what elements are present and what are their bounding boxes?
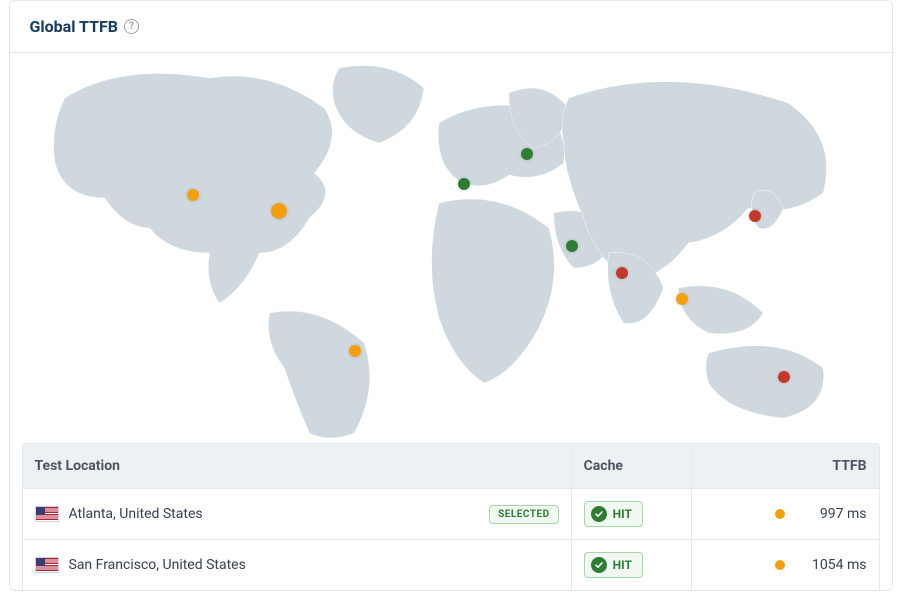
ttfb-status-dot — [775, 509, 785, 519]
results-tbody: Atlanta, United States SELECTED HIT — [22, 489, 880, 590]
ttfb-value: 1054 ms — [799, 557, 867, 573]
map-marker-dubai[interactable] — [566, 240, 578, 252]
map-marker-san-francisco[interactable] — [187, 189, 199, 201]
world-map — [10, 53, 892, 443]
col-location: Test Location — [22, 443, 571, 489]
results-table: Test Location Cache TTFB Atlanta, United… — [22, 443, 880, 590]
ttfb-status-dot — [775, 560, 785, 570]
cache-badge: HIT — [584, 501, 643, 527]
check-circle-icon — [591, 506, 607, 522]
card-header: Global TTFB ? — [10, 1, 892, 53]
col-ttfb: TTFB — [691, 443, 880, 489]
map-marker-tokyo[interactable] — [749, 210, 761, 222]
cache-label: HIT — [613, 507, 632, 521]
flag-icon — [35, 557, 59, 573]
check-circle-icon — [591, 557, 607, 573]
cache-label: HIT — [613, 558, 632, 572]
map-marker-singapore[interactable] — [676, 293, 688, 305]
table-row[interactable]: Atlanta, United States SELECTED HIT — [22, 489, 880, 540]
global-ttfb-card: Global TTFB ? — [9, 0, 893, 591]
map-marker-sao-paulo[interactable] — [349, 345, 361, 357]
map-marker-atlanta[interactable] — [271, 203, 287, 219]
help-icon[interactable]: ? — [124, 19, 139, 34]
cache-badge: HIT — [584, 552, 643, 578]
map-marker-mumbai[interactable] — [616, 267, 628, 279]
table-row[interactable]: San Francisco, United States HIT — [22, 540, 880, 590]
flag-icon — [35, 506, 59, 522]
map-marker-helsinki[interactable] — [521, 148, 533, 160]
col-cache: Cache — [571, 443, 691, 489]
ttfb-value: 997 ms — [799, 506, 867, 522]
results-table-wrap: Test Location Cache TTFB Atlanta, United… — [10, 443, 892, 590]
card-title: Global TTFB — [30, 17, 118, 36]
world-silhouette — [10, 53, 892, 443]
map-marker-amsterdam[interactable] — [458, 178, 470, 190]
selected-badge: SELECTED — [489, 505, 559, 524]
location-name: Atlanta, United States — [69, 506, 480, 522]
location-name: San Francisco, United States — [69, 557, 559, 573]
map-marker-sydney[interactable] — [778, 371, 790, 383]
